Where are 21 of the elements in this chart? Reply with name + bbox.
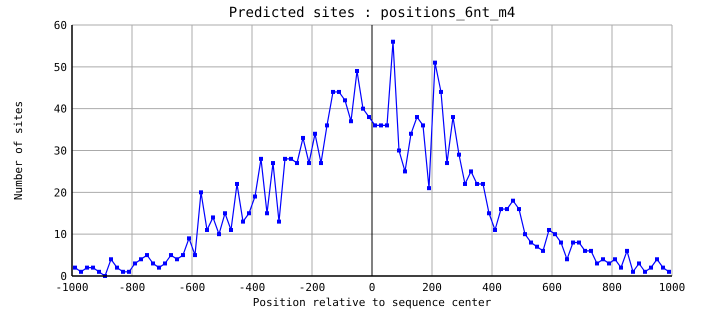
x-tick-label: 200 xyxy=(422,281,442,294)
x-tick-label: -800 xyxy=(118,281,146,294)
x-tick-label: -600 xyxy=(178,281,206,294)
y-tick-label: 40 xyxy=(54,102,67,116)
x-tick-label: -1000 xyxy=(55,281,89,294)
x-tick-label: 600 xyxy=(542,281,562,294)
y-tick-label: 0 xyxy=(60,270,67,283)
y-tick-label: 50 xyxy=(54,60,67,74)
x-tick-label: 800 xyxy=(602,281,622,294)
x-tick-label: 1000 xyxy=(658,281,686,294)
chart-title: Predicted sites : positions_6nt_m4 xyxy=(228,5,516,21)
y-tick-label: 20 xyxy=(54,186,67,200)
y-axis-title: Number of sites xyxy=(12,100,25,200)
x-axis-title: Position relative to sequence center xyxy=(252,296,492,309)
x-tick-label: 0 xyxy=(368,281,376,294)
x-tick-label: 400 xyxy=(482,281,502,294)
y-tick-label: 30 xyxy=(54,144,67,158)
y-tick-label: 10 xyxy=(54,228,67,242)
x-tick-label: -400 xyxy=(238,281,266,294)
x-tick-label: -200 xyxy=(298,281,326,294)
y-tick-label: 60 xyxy=(54,19,67,32)
